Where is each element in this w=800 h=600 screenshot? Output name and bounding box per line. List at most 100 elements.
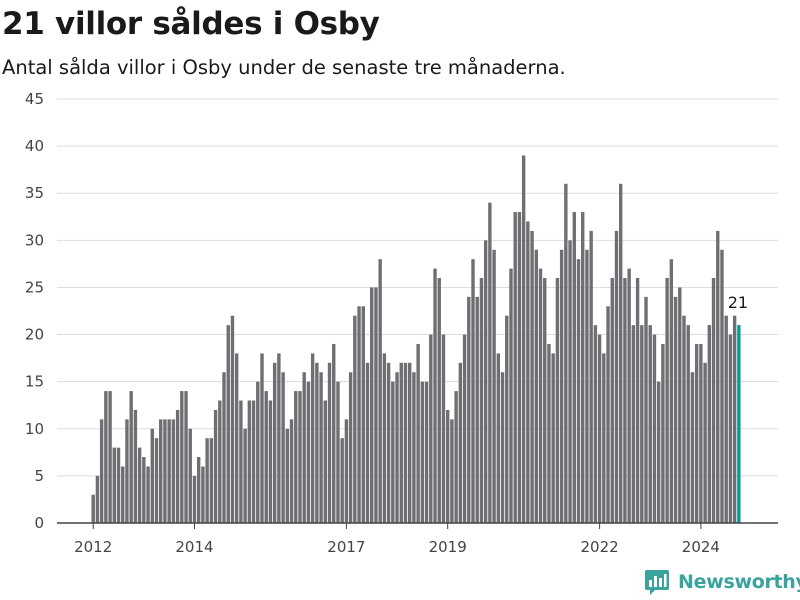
bar bbox=[365, 362, 370, 523]
y-tick-label: 0 bbox=[34, 514, 44, 532]
bar bbox=[239, 400, 243, 523]
bar bbox=[593, 325, 598, 523]
bar bbox=[395, 372, 399, 523]
data-label-latest: 21 bbox=[728, 293, 748, 312]
bar bbox=[500, 372, 505, 523]
bar bbox=[475, 296, 479, 523]
bar bbox=[256, 381, 260, 523]
bar bbox=[332, 343, 336, 523]
bar bbox=[547, 343, 551, 523]
bar bbox=[302, 372, 306, 523]
bar bbox=[146, 466, 150, 523]
bar bbox=[374, 287, 378, 523]
bar bbox=[205, 438, 209, 523]
bar bbox=[353, 315, 357, 523]
bar bbox=[298, 391, 302, 523]
bars bbox=[91, 155, 741, 524]
bar bbox=[648, 325, 652, 523]
bar bbox=[513, 212, 517, 523]
bar bbox=[483, 240, 488, 523]
bar bbox=[226, 325, 230, 523]
bar bbox=[728, 334, 733, 523]
bar bbox=[555, 278, 560, 523]
bar bbox=[315, 362, 319, 523]
bar bbox=[357, 306, 361, 523]
bar bbox=[564, 183, 568, 524]
bar bbox=[606, 306, 610, 523]
bar bbox=[471, 259, 475, 523]
y-tick-label: 15 bbox=[25, 373, 44, 391]
bar bbox=[597, 334, 602, 523]
bar bbox=[403, 362, 408, 523]
bar bbox=[724, 315, 728, 523]
bar bbox=[665, 278, 669, 523]
bar bbox=[479, 278, 484, 523]
bar bbox=[260, 353, 264, 523]
bar bbox=[458, 362, 463, 523]
bar bbox=[112, 447, 116, 523]
bar bbox=[408, 362, 412, 523]
bar bbox=[133, 409, 138, 523]
bar bbox=[399, 362, 403, 523]
x-tick-label: 2017 bbox=[327, 538, 365, 556]
bar bbox=[150, 428, 154, 523]
bar bbox=[644, 296, 648, 523]
bar bbox=[370, 287, 374, 523]
x-axis-ticks: 2012 2014 2017 2019 2022 2024 bbox=[74, 523, 720, 556]
bar bbox=[222, 372, 226, 523]
bar bbox=[142, 457, 146, 523]
x-tick-label: 2024 bbox=[682, 538, 720, 556]
bar bbox=[391, 381, 395, 523]
bar bbox=[424, 381, 429, 523]
bar bbox=[669, 259, 674, 523]
bar bbox=[344, 419, 349, 523]
bar bbox=[686, 325, 690, 523]
bar bbox=[640, 325, 644, 523]
bar bbox=[230, 315, 235, 523]
bar bbox=[104, 391, 108, 523]
bar bbox=[509, 268, 513, 523]
bar bbox=[581, 212, 585, 523]
bar bbox=[673, 296, 678, 523]
bar bbox=[433, 268, 437, 523]
bar bbox=[336, 381, 340, 523]
bar bbox=[197, 457, 201, 523]
bar bbox=[589, 230, 593, 523]
y-tick-label: 45 bbox=[25, 90, 44, 108]
bar bbox=[213, 409, 218, 523]
y-tick-label: 10 bbox=[25, 420, 44, 438]
bar bbox=[619, 183, 623, 524]
bar bbox=[534, 249, 538, 523]
chart-subtitle: Antal sålda villor i Osby under de senas… bbox=[2, 56, 566, 79]
bar bbox=[167, 419, 171, 523]
bar bbox=[462, 334, 467, 523]
bar bbox=[289, 419, 294, 523]
bar bbox=[551, 353, 555, 523]
bar bbox=[285, 428, 290, 523]
bar bbox=[340, 438, 344, 523]
bar bbox=[716, 230, 720, 523]
bar bbox=[538, 268, 543, 523]
bar bbox=[163, 419, 167, 523]
bar bbox=[517, 212, 522, 523]
bar bbox=[623, 278, 627, 523]
bar bbox=[635, 278, 640, 523]
bar bbox=[306, 381, 311, 523]
bar bbox=[467, 296, 471, 523]
bar bbox=[602, 353, 606, 523]
y-tick-label: 25 bbox=[25, 278, 44, 296]
x-tick-label: 2012 bbox=[74, 538, 112, 556]
bar bbox=[496, 353, 501, 523]
bar bbox=[184, 391, 188, 523]
bar bbox=[678, 287, 682, 523]
bar bbox=[694, 343, 699, 523]
bar bbox=[121, 466, 125, 523]
bar bbox=[627, 268, 631, 523]
bar bbox=[699, 343, 703, 523]
bar bbox=[420, 381, 425, 523]
bar bbox=[568, 240, 572, 523]
bar bbox=[201, 466, 205, 523]
bar bbox=[310, 353, 315, 523]
bar bbox=[251, 400, 256, 523]
